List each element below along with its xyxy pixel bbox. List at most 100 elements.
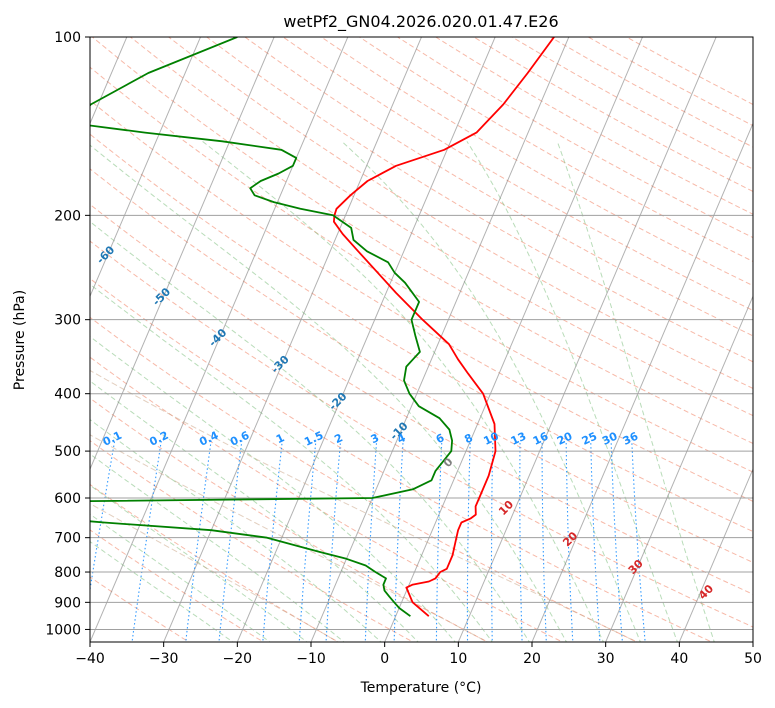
dry-adiabat — [473, 37, 753, 192]
isotherm-label: -40 — [206, 326, 229, 349]
y-tick-label: 700 — [54, 531, 81, 547]
isotherm-label: -80 — [0, 151, 10, 174]
dry-adiabat — [549, 37, 753, 148]
y-tick-label: 300 — [54, 313, 81, 329]
x-tick-label: 0 — [380, 651, 389, 667]
mixing-ratio-line — [218, 440, 243, 642]
y-tick-label: 100 — [54, 30, 81, 46]
y-tick-label: 900 — [54, 595, 81, 611]
mixing-ratio-line — [364, 440, 378, 642]
dry-adiabat — [359, 37, 753, 263]
profile-series — [90, 37, 555, 617]
y-axis-label: Pressure (hPa) — [12, 290, 28, 390]
dry-adiabat — [90, 66, 753, 473]
mixing-ratio-line — [325, 440, 342, 642]
mixing-ratio-label: 0.6 — [228, 429, 251, 449]
chart-title: wetPf2_GN04.2026.020.01.47.E26 — [283, 12, 558, 32]
mixing-ratio-label: 0.2 — [147, 429, 170, 449]
moist-adiabat — [466, 141, 678, 642]
x-tick-label: −40 — [75, 651, 105, 667]
isotherm-line — [236, 37, 496, 642]
mixing-ratio-label: 25 — [580, 430, 599, 448]
x-tick-label: 10 — [449, 651, 467, 667]
isotherm-line — [310, 37, 570, 642]
dry-adiabat — [90, 133, 753, 533]
y-tick-label: 200 — [54, 208, 81, 224]
isotherm-line — [90, 37, 349, 642]
isotherm-line — [457, 37, 717, 642]
mixing-ratio-label: 8 — [462, 431, 474, 446]
isotherm-line — [531, 122, 753, 642]
dry-adiabat — [91, 37, 753, 445]
moist-adiabat — [90, 540, 234, 642]
dry-adiabat — [90, 168, 753, 563]
dry-adiabat — [168, 37, 753, 389]
isotherm-line — [90, 37, 128, 125]
dry-adiabat — [320, 37, 753, 287]
y-tick-label: 500 — [54, 444, 81, 460]
isotherm-line — [0, 10, 65, 654]
dry-adiabat — [90, 99, 753, 502]
mixing-ratio-line — [435, 440, 443, 642]
mixing-ratio-line — [393, 440, 404, 642]
mixing-ratio-label: 30 — [600, 429, 620, 447]
moist-adiabat — [556, 141, 715, 642]
dry-adiabat — [90, 483, 340, 642]
mixing-ratio-line — [185, 440, 212, 642]
mixing-ratio-label: 16 — [531, 429, 551, 447]
mixing-ratio-label: 1 — [274, 431, 286, 446]
y-tick-label: 800 — [54, 565, 81, 581]
mixing-ratio-label: 20 — [555, 429, 575, 447]
y-axis: 1000 900 800 700 600 500 400 300 200 100 — [45, 30, 90, 638]
isotherm-line — [90, 37, 202, 298]
isotherm-line — [90, 37, 275, 471]
dry-adiabat — [90, 529, 265, 642]
dry-adiabat — [130, 37, 753, 417]
isotherm-label: -30 — [269, 353, 292, 376]
dry-adiabat — [90, 240, 753, 628]
moist-adiabat — [90, 513, 271, 642]
mixing-ratio-line — [590, 440, 601, 642]
temperature-profile-line — [333, 37, 555, 617]
mixing-ratio-line — [610, 440, 623, 642]
dry-adiabat — [435, 37, 753, 215]
x-tick-label: 30 — [597, 651, 615, 667]
moist-adiabat — [90, 484, 308, 642]
x-tick-label: −20 — [223, 651, 253, 667]
wetbulb-label: 0 — [441, 455, 456, 470]
y-tick-label: 400 — [54, 387, 81, 403]
dry-adiabat — [90, 316, 639, 642]
mixing-ratio-line — [541, 440, 547, 642]
moist-adiabat — [90, 220, 531, 642]
moist-adiabat — [90, 144, 568, 642]
mixing-ratio-label: 10 — [482, 429, 502, 447]
dry-adiabat — [90, 203, 753, 595]
isotherm-line — [605, 295, 753, 642]
wetbulb-label: 30 — [626, 557, 646, 577]
isotherm-line — [163, 37, 423, 642]
wetbulb-label: 40 — [696, 582, 716, 602]
plot-frame — [89, 36, 754, 643]
mixing-ratio-line — [565, 440, 574, 642]
x-tick-label: −10 — [296, 651, 326, 667]
isotherm-label: -20 — [326, 390, 349, 413]
dry-adiabat — [282, 37, 753, 312]
x-tick-label: −30 — [149, 651, 179, 667]
mixing-ratio-line — [519, 440, 523, 642]
mixing-ratio-label: 1.5 — [302, 429, 325, 449]
isotherm-line — [678, 467, 753, 642]
isobar-grid — [90, 37, 753, 630]
mixing-ratio-label: 0.1 — [101, 429, 124, 449]
dry-adiabat — [588, 37, 753, 127]
x-axis: −40 −30 −20 −10 0 10 20 30 40 50 — [75, 642, 762, 667]
mixing-ratio-label: 6 — [434, 431, 447, 446]
moist-adiabat — [202, 140, 605, 642]
x-tick-label: 40 — [670, 651, 688, 667]
y-tick-label: 600 — [54, 491, 81, 507]
isotherm-line — [752, 640, 753, 642]
wetbulb-label: 10 — [496, 498, 516, 518]
mixing-ratio-line — [131, 440, 162, 642]
dry-adiabat — [90, 356, 564, 642]
dry-adiabat — [90, 440, 414, 642]
